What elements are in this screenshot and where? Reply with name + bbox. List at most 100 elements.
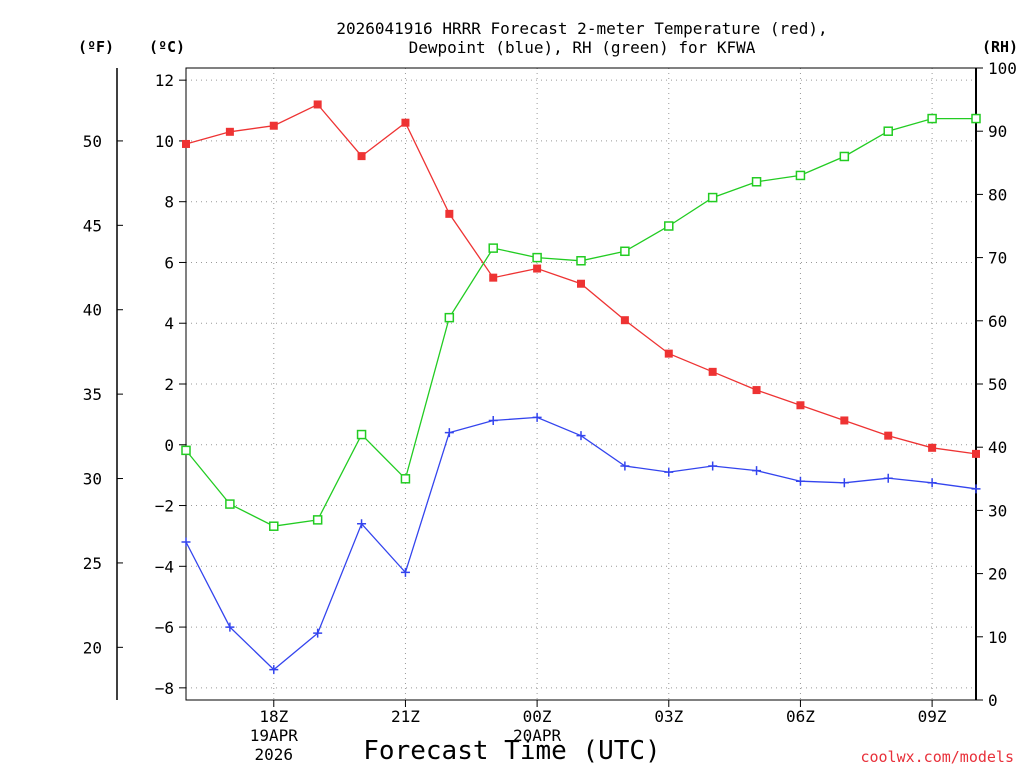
celsius-tick-label: −8 xyxy=(155,679,174,698)
rh-tick-label: 60 xyxy=(988,312,1007,331)
fahrenheit-tick-label: 20 xyxy=(83,638,102,657)
dewpoint-point xyxy=(400,567,410,577)
rh-point xyxy=(181,445,191,456)
temperature-point xyxy=(269,121,278,130)
temperature-point xyxy=(664,349,673,358)
dewpoint-point xyxy=(488,415,498,425)
dewpoint-point xyxy=(883,473,893,483)
fahrenheit-unit-label: (ºF) xyxy=(78,38,114,56)
fahrenheit-tick-label: 40 xyxy=(83,301,102,320)
temperature-point xyxy=(928,443,937,452)
rh-tick-label: 90 xyxy=(988,122,1007,141)
temperature-point xyxy=(313,100,322,109)
dewpoint-point xyxy=(708,461,718,471)
dewpoint-point xyxy=(971,484,981,494)
fahrenheit-tick-label: 35 xyxy=(83,385,102,404)
celsius-tick-label: 10 xyxy=(155,132,174,151)
dewpoint-point xyxy=(313,628,323,638)
temperature-point xyxy=(840,416,849,425)
grid-layer xyxy=(186,68,976,700)
temperature-point xyxy=(620,316,629,325)
rh-point xyxy=(883,126,893,136)
fahrenheit-tick-label: 30 xyxy=(83,470,102,489)
x-axis-title: Forecast Time (UTC) xyxy=(363,736,660,766)
source-credit: coolwx.com/models xyxy=(860,748,1014,766)
rh-point xyxy=(707,192,718,203)
rh-point xyxy=(400,474,411,484)
celsius-tick-label: −2 xyxy=(155,497,174,516)
x-tick-label: 09Z xyxy=(918,707,947,726)
x-tick-date: 19APR xyxy=(250,726,299,745)
axes-layer: −8 −6 −4 −2 0 2 4 6 8 10 12 20 25 30 35 40 45 50 0 10 20 30 40… xyxy=(83,59,1017,764)
rh-point xyxy=(664,221,674,231)
dewpoint-point xyxy=(225,622,235,632)
dewpoint-point xyxy=(839,478,849,488)
x-tick-label: 00Z xyxy=(523,707,552,726)
dewpoint-point xyxy=(357,519,367,529)
x-tick-label: 06Z xyxy=(786,707,815,726)
rh-point xyxy=(576,256,586,266)
dewpoint-point xyxy=(181,537,191,547)
chart-title-line-1: 2026041916 HRRR Forecast 2-meter Tempera… xyxy=(336,19,827,38)
rh-tick-label: 100 xyxy=(988,59,1017,78)
temperature-line xyxy=(185,103,977,455)
dewpoint-point xyxy=(795,476,805,486)
rh-tick-label: 80 xyxy=(988,185,1007,204)
fahrenheit-tick-label: 25 xyxy=(83,554,102,573)
rh-unit-label: (RH) xyxy=(982,38,1018,56)
temperature-point xyxy=(182,139,190,148)
temperature-point xyxy=(401,118,410,127)
dewpoint-point xyxy=(927,478,937,488)
rh-point xyxy=(532,252,542,263)
temperature-point xyxy=(884,431,893,440)
temperature-point xyxy=(796,401,805,410)
rh-tick-label: 30 xyxy=(988,501,1007,520)
x-tick-label: 21Z xyxy=(391,707,420,726)
x-tick-label: 03Z xyxy=(654,707,683,726)
celsius-tick-label: 8 xyxy=(164,193,174,212)
rh-point xyxy=(312,515,323,525)
fahrenheit-tick-label: 50 xyxy=(83,132,102,151)
rh-point xyxy=(269,521,279,531)
rh-tick-label: 70 xyxy=(988,249,1007,268)
rh-tick-label: 40 xyxy=(988,438,1007,457)
rh-line xyxy=(185,117,976,527)
temperature-point xyxy=(708,367,717,376)
rh-point xyxy=(356,429,367,440)
rh-tick-label: 10 xyxy=(988,628,1007,647)
dewpoint-line xyxy=(185,416,977,671)
rh-tick-label: 20 xyxy=(988,565,1007,584)
temperature-point xyxy=(225,127,234,136)
rh-point xyxy=(225,499,235,509)
series-layer xyxy=(181,100,981,675)
celsius-unit-label: (ºC) xyxy=(149,38,185,56)
temperature-point xyxy=(752,386,761,395)
celsius-tick-label: 0 xyxy=(164,436,174,455)
rh-point xyxy=(620,246,630,257)
chart-title-line-2: Dewpoint (blue), RH (green) for KFWA xyxy=(409,38,756,57)
rh-point xyxy=(488,243,498,253)
rh-point xyxy=(751,177,762,187)
dewpoint-point xyxy=(752,466,762,476)
rh-point xyxy=(971,113,981,124)
dewpoint-point xyxy=(444,428,454,438)
rh-tick-label: 0 xyxy=(988,691,998,710)
temperature-point xyxy=(357,152,366,161)
x-tick-label: 18Z xyxy=(259,707,288,726)
rh-point xyxy=(444,312,455,323)
temperature-point xyxy=(577,279,585,288)
dewpoint-point xyxy=(620,461,630,471)
celsius-tick-label: 12 xyxy=(155,71,174,90)
temperature-point xyxy=(489,273,498,282)
fahrenheit-tick-label: 45 xyxy=(83,216,102,235)
celsius-tick-label: 6 xyxy=(164,253,174,272)
celsius-tick-label: −4 xyxy=(155,557,174,576)
dewpoint-point xyxy=(269,665,279,675)
temperature-point xyxy=(972,449,980,458)
temperature-point xyxy=(533,264,542,273)
x-tick-date: 20APR xyxy=(513,726,562,745)
rh-tick-label: 50 xyxy=(988,375,1007,394)
x-tick-year: 2026 xyxy=(255,745,294,764)
rh-point xyxy=(795,170,806,181)
